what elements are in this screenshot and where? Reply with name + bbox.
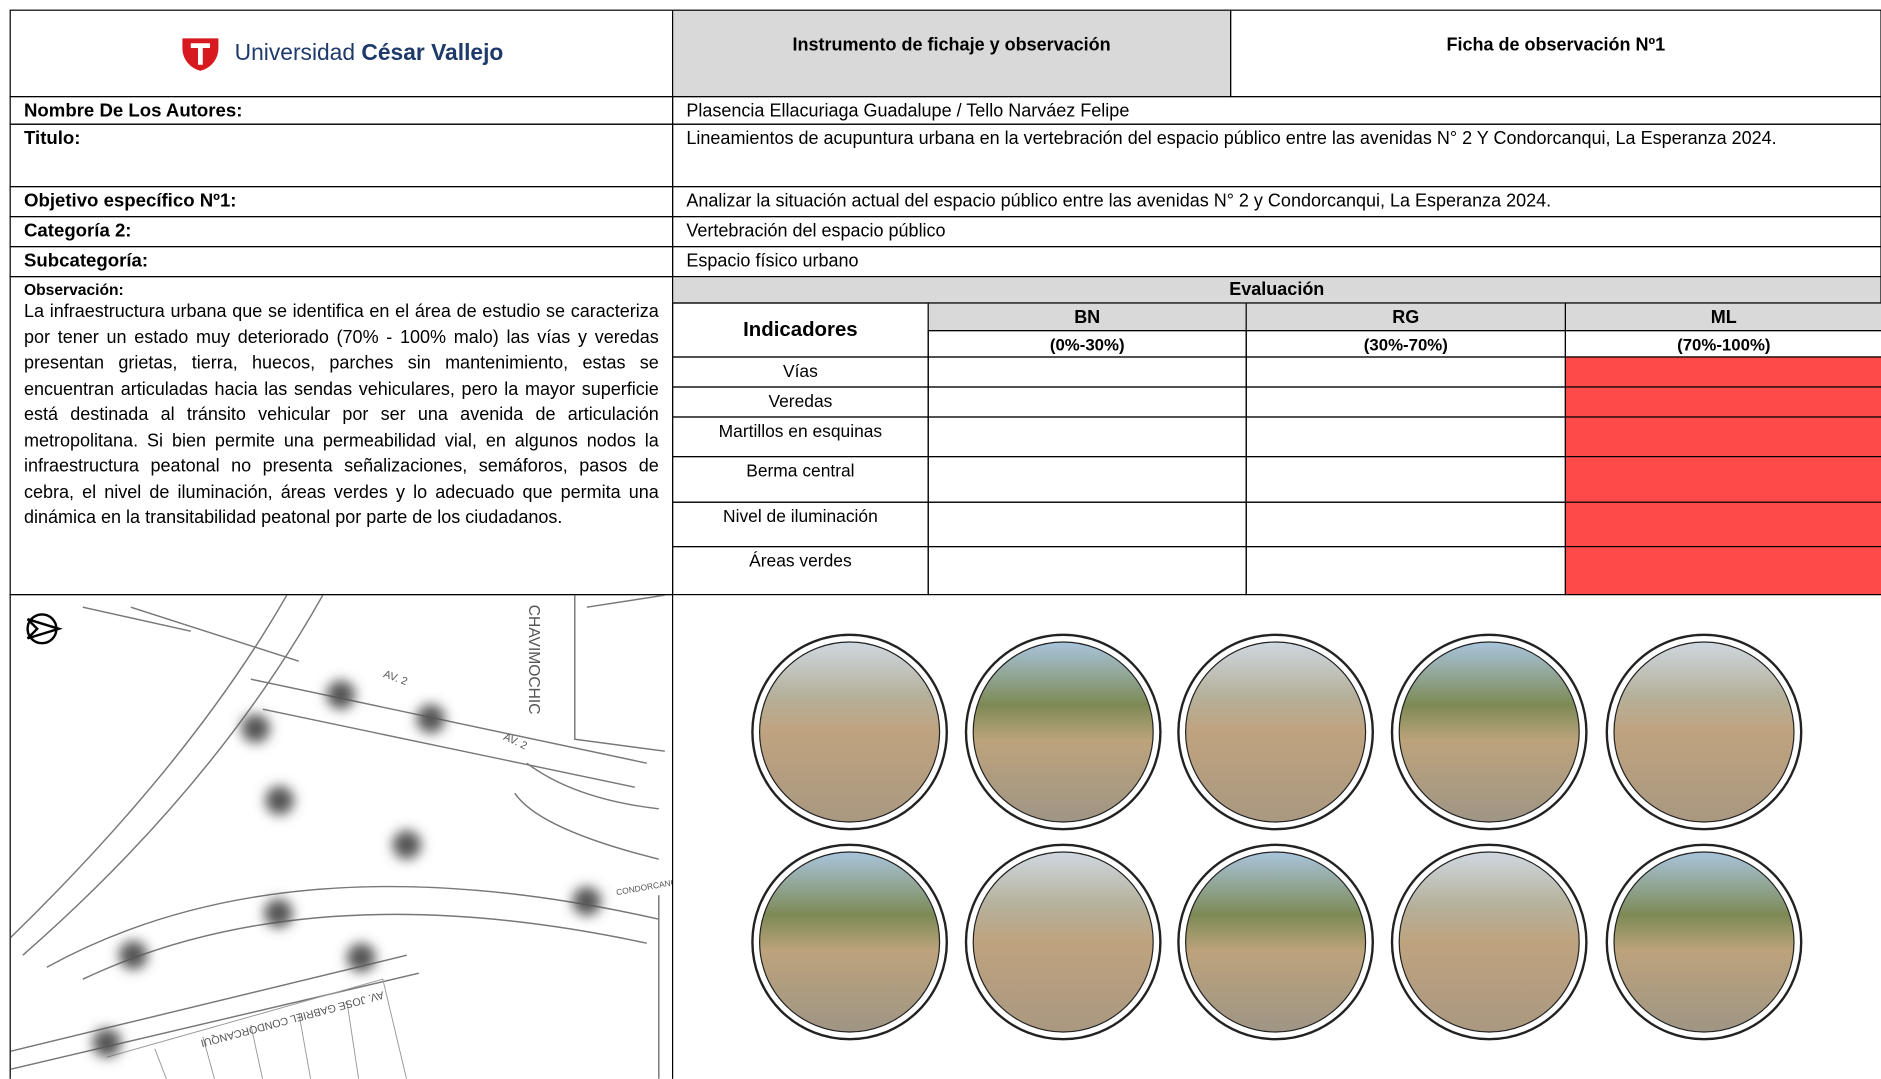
site-photo	[1398, 641, 1580, 823]
logo-bold: César Vallejo	[361, 40, 504, 66]
map-label: CHAVIMOCHIC	[525, 605, 542, 715]
column-range: (30%-70%)	[1245, 330, 1567, 358]
field-value: Lineamientos de acupuntura urbana en la …	[672, 123, 1881, 188]
map-cell: AV. 2 AV. 2 CHAVIMOCHIC CONDORCANQUI AV.…	[9, 594, 674, 1079]
photo-gallery	[751, 633, 1803, 1041]
field-value: Analizar la situación actual del espacio…	[672, 186, 1881, 218]
logo-cell: Universidad César Vallejo	[9, 9, 674, 98]
rating-cell	[1245, 356, 1567, 388]
map: AV. 2 AV. 2 CHAVIMOCHIC CONDORCANQUI AV.…	[10, 595, 673, 1079]
column-label: ML	[1564, 302, 1881, 332]
indicator-header: Indicadores	[672, 302, 929, 358]
rating-cell	[927, 386, 1247, 418]
site-photo	[1613, 641, 1795, 823]
logo-icon	[181, 37, 218, 71]
rating-cell	[1564, 386, 1881, 418]
rating-cell	[1564, 501, 1881, 548]
rating-cell	[927, 416, 1247, 458]
rating-cell	[1245, 546, 1567, 596]
instrument-cell: Instrumento de fichaje y observación	[672, 9, 1232, 98]
rating-cell	[1564, 356, 1881, 388]
logo-normal: Universidad	[234, 40, 356, 66]
rating-cell	[927, 356, 1247, 388]
field-label: Categoría 2:	[9, 216, 674, 248]
field-value: Espacio físico urbano	[672, 246, 1881, 278]
indicator-name: Nivel de iluminación	[672, 501, 929, 548]
field-label: Objetivo específico Nº1:	[9, 186, 674, 218]
indicator-name: Vías	[672, 356, 929, 388]
rating-cell	[1245, 456, 1567, 503]
site-photo	[1613, 851, 1795, 1033]
compass	[26, 613, 63, 645]
observation-label: Observación:	[24, 280, 124, 299]
field-label: Nombre De Los Autores:	[9, 96, 674, 125]
indicator-name: Martillos en esquinas	[672, 416, 929, 458]
rating-cell	[1564, 546, 1881, 596]
map-label: AV. 2	[502, 731, 529, 752]
observation-text: La infraestructura urbana que se identif…	[24, 301, 659, 528]
field-label: Subcategoría:	[9, 246, 674, 278]
column-label: BN	[927, 302, 1247, 332]
site-photo	[759, 641, 941, 823]
site-photo	[1398, 851, 1580, 1033]
field-value: Vertebración del espacio público	[672, 216, 1881, 248]
column-label: RG	[1245, 302, 1567, 332]
sheet-cell: Ficha de observación Nº1	[1230, 9, 1881, 98]
site-photo	[1185, 641, 1367, 823]
rating-cell	[1245, 501, 1567, 548]
map-label: AV. 2	[382, 668, 409, 688]
site-photo	[972, 851, 1154, 1033]
site-photo	[759, 851, 941, 1033]
indicator-name: Áreas verdes	[672, 546, 929, 596]
evaluation-title: Evaluación	[672, 276, 1881, 304]
field-value: Plasencia Ellacuriaga Guadalupe / Tello …	[672, 96, 1881, 125]
site-photo	[1185, 851, 1367, 1033]
logo-text: Universidad César Vallejo	[235, 40, 504, 66]
rating-cell	[1564, 456, 1881, 503]
field-label: Titulo:	[9, 123, 674, 188]
rating-cell	[927, 456, 1247, 503]
observation-cell: Observación: La infraestructura urbana q…	[9, 276, 674, 596]
rating-cell	[1245, 416, 1567, 458]
rating-cell	[1564, 416, 1881, 458]
site-photo	[972, 641, 1154, 823]
indicator-name: Berma central	[672, 456, 929, 503]
map-label: CONDORCANQUI	[615, 875, 673, 897]
rating-cell	[927, 546, 1247, 596]
column-range: (70%-100%)	[1564, 330, 1881, 358]
rating-cell	[927, 501, 1247, 548]
rating-cell	[1245, 386, 1567, 418]
indicator-name: Veredas	[672, 386, 929, 418]
column-range: (0%-30%)	[927, 330, 1247, 358]
